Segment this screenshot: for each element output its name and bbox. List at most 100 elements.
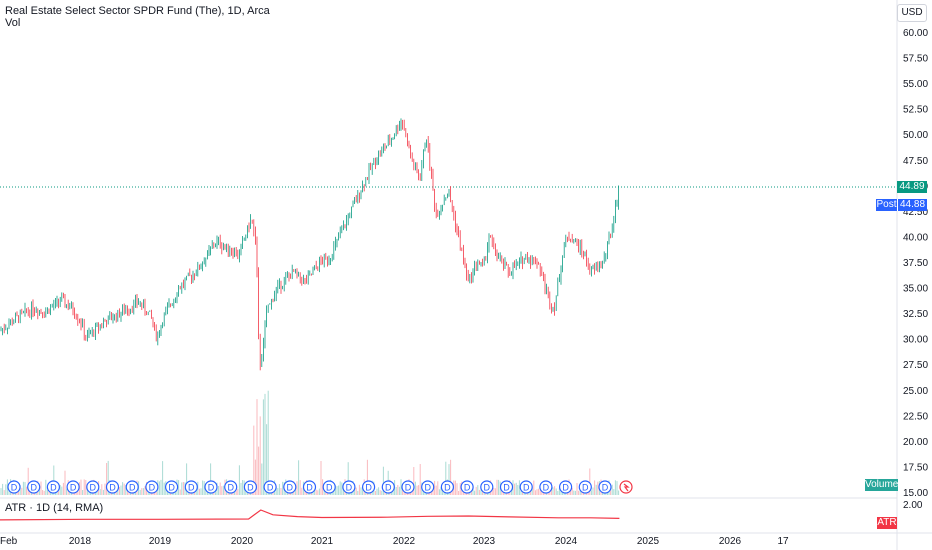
svg-text:D: D (208, 483, 215, 493)
price-tick: 15.00 (903, 488, 928, 499)
dividend-marker[interactable]: D (27, 480, 41, 494)
dividend-marker[interactable]: D (86, 480, 100, 494)
volume-bar (242, 480, 244, 495)
volume-bar (413, 467, 415, 495)
volume-bar (613, 489, 615, 495)
dividend-marker[interactable]: D (125, 480, 139, 494)
volume-legend[interactable]: Vol (5, 17, 21, 29)
volume-bar (362, 486, 364, 495)
volume-bar (66, 488, 68, 495)
volume-bar (301, 487, 303, 495)
dividend-marker[interactable]: D (499, 480, 514, 494)
volume-bar (82, 490, 84, 495)
svg-text:D: D (405, 483, 412, 493)
volume-bar (267, 390, 269, 495)
volume-bar (493, 487, 495, 495)
price-tick: 40.00 (903, 232, 928, 243)
dividend-marker[interactable]: D (302, 480, 317, 494)
svg-text:D: D (385, 483, 392, 493)
volume-bar (418, 485, 420, 495)
volume-bar (400, 479, 402, 495)
volume-bar (355, 487, 357, 495)
svg-text:D: D (562, 483, 569, 493)
dividend-marker[interactable]: D (66, 480, 80, 494)
dividend-marker[interactable]: D (105, 480, 120, 494)
volume-bar (574, 490, 576, 495)
currency-button[interactable]: USD (897, 4, 927, 22)
volume-bar (141, 488, 143, 495)
dividend-marker[interactable]: D (480, 480, 494, 494)
volume-bar (510, 490, 512, 495)
volume-bar (102, 489, 104, 495)
dividend-marker[interactable]: D (460, 480, 474, 494)
dividend-marker[interactable]: D (283, 480, 297, 494)
volume-bar (450, 459, 452, 495)
volume-bar (611, 484, 613, 495)
volume-bar (99, 489, 101, 495)
dividend-marker[interactable]: D (204, 480, 218, 494)
symbol-title[interactable]: Real Estate Select Sector SPDR Fund (The… (5, 5, 270, 17)
dividend-marker[interactable]: D (322, 480, 336, 494)
volume-bar (518, 480, 520, 495)
svg-text:D: D (543, 483, 550, 493)
volume-bar (46, 490, 48, 495)
alert-flag-icon[interactable] (619, 480, 633, 494)
volume-bar (237, 488, 239, 495)
price-tick: 52.50 (903, 105, 928, 116)
dividend-marker[interactable]: D (401, 480, 415, 494)
volume-bar (597, 481, 599, 495)
volume-bar (592, 487, 594, 495)
price-tick: 37.50 (903, 258, 928, 269)
dividend-marker[interactable]: D (342, 480, 356, 494)
dividend-marker[interactable]: D (184, 480, 198, 494)
svg-text:D: D (365, 483, 372, 493)
time-tick: 2019 (149, 536, 172, 547)
volume-bar (80, 479, 82, 495)
volume-bar (333, 489, 335, 495)
volume-bar (123, 483, 125, 495)
dividend-marker[interactable]: D (381, 480, 395, 494)
dividend-marker[interactable]: D (539, 480, 553, 494)
price-tick: 35.00 (903, 284, 928, 295)
dividend-marker[interactable]: D (165, 480, 179, 494)
volume-bar (442, 488, 444, 495)
volume-bar (434, 480, 436, 495)
dividend-marker[interactable]: D (558, 480, 573, 494)
dividend-marker[interactable]: D (578, 480, 592, 494)
volume-bar (197, 481, 199, 495)
dividend-marker[interactable]: D (46, 480, 61, 494)
svg-text:D: D (30, 483, 37, 493)
volume-bar (618, 490, 620, 495)
dividend-marker[interactable]: D (7, 480, 21, 494)
volume-bar (104, 483, 106, 495)
post-market-badge: Post 44.88 (876, 194, 927, 211)
price-axis-ticks: 60.0057.5055.0052.5050.0047.5045.0042.50… (903, 28, 928, 499)
volume-bar (262, 399, 264, 495)
dividend-marker[interactable]: D (263, 480, 277, 494)
volume-bar (77, 490, 79, 495)
volume-bar (186, 463, 188, 495)
dividend-marker[interactable]: D (519, 480, 533, 494)
volume-bar (576, 483, 578, 495)
volume-bar (5, 484, 7, 495)
atr-legend[interactable]: ATR · 1D (14, RMA) (5, 502, 104, 514)
volume-bar (266, 424, 268, 495)
volume-bar (445, 461, 447, 495)
dividend-marker[interactable]: D (598, 480, 612, 494)
price-tick: 20.00 (903, 437, 928, 448)
volume-bar (254, 459, 256, 495)
dividend-marker[interactable]: D (224, 480, 238, 494)
dividend-marker[interactable]: D (362, 480, 376, 494)
volume-bar (451, 490, 453, 495)
volume-bar (221, 486, 223, 495)
dividend-marker[interactable]: D (421, 480, 435, 494)
volume-bar (117, 490, 119, 495)
volume-bar (395, 487, 397, 495)
volume-bar (437, 481, 439, 495)
dividend-marker[interactable]: D (243, 480, 257, 494)
volume-bar (158, 481, 160, 495)
dividend-marker[interactable]: D (440, 480, 454, 494)
volume-bar (181, 482, 183, 495)
dividend-marker[interactable]: D (145, 480, 159, 494)
